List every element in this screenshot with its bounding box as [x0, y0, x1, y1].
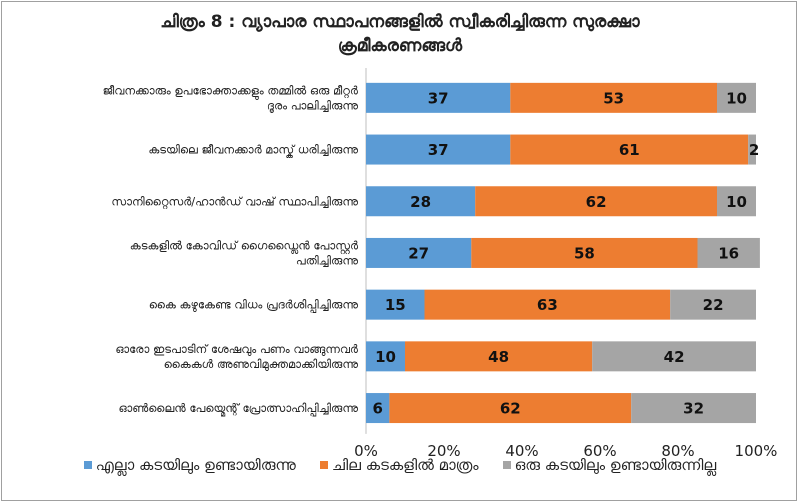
bar-segment: [717, 186, 756, 217]
legend-label: എല്ലാ കടയിലും ഉണ്ടായിരുന്നു: [95, 456, 296, 474]
bar-segment: [697, 237, 760, 268]
data-label: 37: [428, 141, 449, 159]
legend-item: ചില കടകളിൽ മാത്രം: [319, 456, 479, 474]
data-label: 48: [488, 348, 509, 366]
data-label: 16: [718, 244, 739, 262]
bar-segment: [366, 341, 405, 372]
x-tick-label: 60%: [583, 442, 616, 460]
category-label-line: സാനിറ്റൈസർ/ഹാൻഡ് വാഷ് സ്ഥാപിച്ചിരുന്നു: [111, 194, 359, 209]
legend-swatch: [502, 461, 511, 469]
x-tick-label: 0%: [354, 442, 378, 460]
bar-segment: [405, 341, 593, 372]
data-label: 15: [385, 296, 406, 314]
category-label: കൈ കഴുകേണ്ട വിധം പ്രദർശിപ്പിച്ചിരുന്നു: [149, 298, 360, 313]
chart-title: ചിത്രം 8 : വ്യാപാര സ്ഥാപനങ്ങളിൽ സ്വീകരിച…: [0, 10, 800, 58]
data-label: 63: [537, 296, 558, 314]
category-label-line: കടയിലെ ജീവനക്കാർ മാസ്ക് ധരിച്ചിരുന്നു: [148, 143, 359, 158]
category-label-line: കൈ കഴുകേണ്ട വിധം പ്രദർശിപ്പിച്ചിരുന്നു: [149, 298, 360, 313]
data-label: 22: [703, 296, 724, 314]
legend-item: എല്ലാ കടയിലും ഉണ്ടായിരുന്നു: [83, 456, 296, 474]
bar-segment: [510, 134, 749, 165]
bar-segment: [389, 393, 632, 424]
bar-segment: [631, 393, 756, 424]
category-label-line: ദൂരം പാലിച്ചിരുന്നു: [267, 98, 359, 113]
bar-segment: [366, 393, 390, 424]
bar-segment: [748, 134, 756, 165]
category-label: സാനിറ്റൈസർ/ഹാൻഡ് വാഷ് സ്ഥാപിച്ചിരുന്നു: [111, 194, 359, 209]
bar-segment: [471, 237, 698, 268]
data-label: 53: [603, 89, 624, 107]
bar-segment: [424, 289, 671, 320]
bar-segment: [366, 237, 472, 268]
bar-segment: [670, 289, 756, 320]
chart-title-line-1: ചിത്രം 8 : വ്യാപാര സ്ഥാപനങ്ങളിൽ സ്വീകരിച…: [160, 12, 640, 32]
data-label: 10: [375, 348, 396, 366]
bar-segment: [366, 186, 476, 217]
data-label: 28: [410, 193, 431, 211]
x-tick-label: 100%: [735, 442, 778, 460]
bar-segment: [717, 82, 756, 113]
data-label: 32: [683, 400, 704, 418]
data-label: 27: [408, 244, 429, 262]
bar-segment: [366, 289, 425, 320]
chart-title-line-2: ക്രമീകരണങ്ങൾ: [337, 36, 463, 56]
data-label: 6: [372, 400, 382, 418]
category-label: ഓരോ ഇടപാടിന് ശേഷവും പണം വാങ്ങുന്നവർ കൈകൾ …: [115, 342, 359, 372]
legend: എല്ലാ കടയിലും ഉണ്ടായിരുന്നു ചില കടകളിൽ മാ…: [0, 456, 800, 474]
bar-segment: [475, 186, 717, 217]
x-tick-label: 80%: [661, 442, 694, 460]
bar-segment: [366, 134, 511, 165]
data-label: 58: [574, 244, 595, 262]
data-label: 10: [726, 89, 747, 107]
category-label: കടയിലെ ജീവനക്കാർ മാസ്ക് ധരിച്ചിരുന്നു: [148, 143, 359, 158]
bar-segment: [510, 82, 717, 113]
x-tick-label: 40%: [505, 442, 538, 460]
category-label-line: പതിച്ചിരുന്നു: [296, 253, 359, 267]
legend-swatch: [83, 461, 92, 469]
category-label-line: ഓരോ ഇടപാടിന് ശേഷവും പണം വാങ്ങുന്നവർ: [115, 342, 359, 357]
data-label: 62: [586, 193, 607, 211]
legend-label: ചില കടകളിൽ മാത്രം: [331, 456, 479, 474]
category-label-line: ഓൺലൈൻ പേയ്മെന്റ് പ്രോത്സാഹിപ്പിച്ചിരുന്ന…: [118, 401, 359, 416]
category-label-line: കൈകൾ അണുവിമുക്തമാക്കിയിരുന്നു: [164, 357, 360, 372]
bar-segment: [366, 82, 511, 113]
data-label: 62: [500, 400, 521, 418]
data-label: 61: [619, 141, 640, 159]
data-label: 42: [664, 348, 685, 366]
bar-segment: [592, 341, 756, 372]
category-label: ജീവനക്കാരും ഉപഭോക്താക്കളും തമ്മിൽ ഒരു മീ…: [103, 83, 360, 113]
legend-item: ഒരു കടയിലും ഉണ്ടായിരുന്നില്ല: [502, 456, 717, 474]
category-label-line: ജീവനക്കാരും ഉപഭോക്താക്കളും തമ്മിൽ ഒരു മീ…: [103, 83, 359, 100]
data-label: 2: [749, 141, 759, 159]
legend-label: ഒരു കടയിലും ഉണ്ടായിരുന്നില്ല: [514, 456, 717, 474]
category-label-line: കടകളിൽ കോവിഡ് ഗൈഡ്ലൈൻ പോസ്റ്റർ: [130, 238, 359, 254]
x-tick-label: 20%: [427, 442, 460, 460]
category-label: ഓൺലൈൻ പേയ്മെന്റ് പ്രോത്സാഹിപ്പിച്ചിരുന്ന…: [118, 401, 359, 416]
data-label: 10: [726, 193, 747, 211]
legend-swatch: [319, 461, 328, 469]
data-label: 37: [428, 89, 449, 107]
category-label: കടകളിൽ കോവിഡ് ഗൈഡ്ലൈൻ പോസ്റ്റർ പതിച്ചിരുന…: [130, 238, 360, 267]
